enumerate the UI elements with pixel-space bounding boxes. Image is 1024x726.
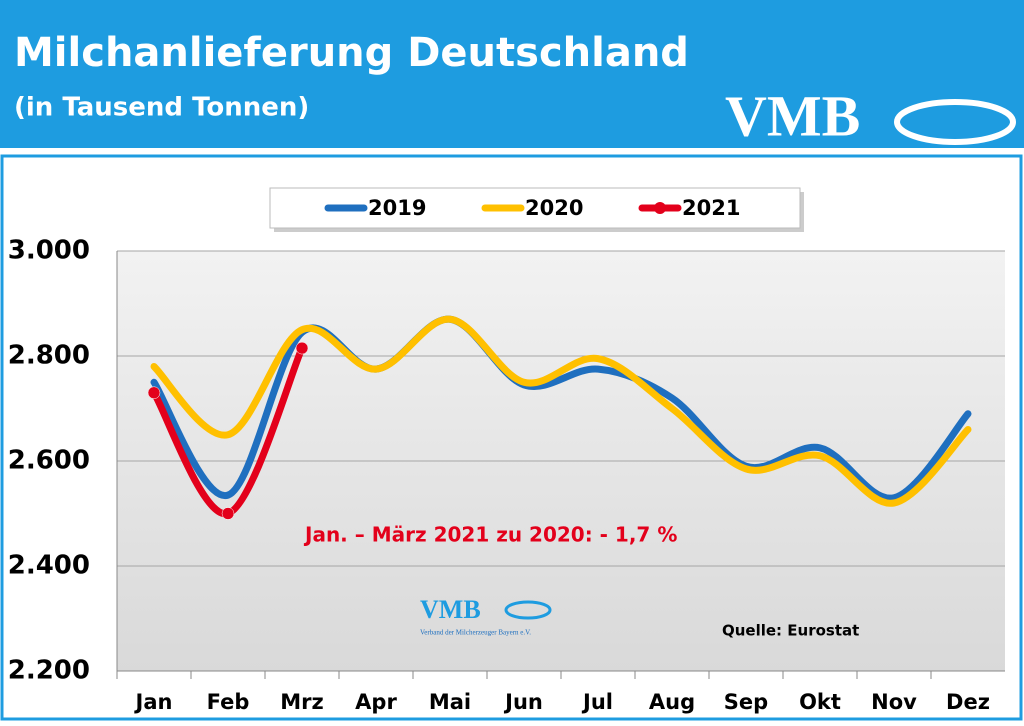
legend-label: 2019: [368, 196, 426, 220]
x-tick-label: Okt: [799, 690, 841, 714]
legend-marker: [654, 202, 666, 214]
y-tick-label: 2.600: [8, 446, 90, 476]
x-tick-label: Sep: [724, 690, 768, 714]
logo: VMB: [725, 83, 860, 148]
series-line: [150, 315, 972, 507]
x-tick-label: Jul: [581, 690, 613, 714]
x-tick-label: Apr: [355, 690, 397, 714]
source-note: Quelle: Eurostat: [722, 622, 859, 640]
legend-label: 2020: [525, 196, 583, 220]
x-tick-label: Jun: [503, 690, 543, 714]
y-tick-label: 2.200: [8, 656, 90, 686]
x-tick-label: Mrz: [280, 690, 323, 714]
watermark-logo: VMB: [420, 595, 481, 624]
point-marker: [147, 386, 161, 399]
page-subtitle: (in Tausend Tonnen): [14, 93, 309, 123]
x-tick-label: Aug: [649, 690, 695, 714]
y-tick-label: 2.800: [8, 341, 90, 371]
point-marker: [295, 341, 309, 355]
logo-mark: [894, 99, 1016, 145]
point-marker: [221, 507, 235, 520]
y-tick-label: 2.400: [8, 551, 90, 581]
watermark-mark: [504, 600, 552, 620]
y-tick-label: 3.000: [8, 236, 90, 266]
watermark-text: Verband der Milcherzeuger Bayern e.V.: [420, 629, 531, 637]
header-band: [0, 0, 1024, 148]
legend-label: 2021: [682, 196, 740, 220]
annotation: Jan. – März 2021 zu 2020: - 1,7 %: [303, 523, 677, 547]
x-tick-label: Dez: [946, 690, 990, 714]
page-title: Milchanlieferung Deutschland: [14, 30, 689, 76]
x-tick-label: Feb: [207, 690, 250, 714]
x-tick-label: Jan: [134, 690, 173, 714]
x-tick-label: Nov: [871, 690, 917, 714]
x-tick-label: Mai: [429, 690, 471, 714]
